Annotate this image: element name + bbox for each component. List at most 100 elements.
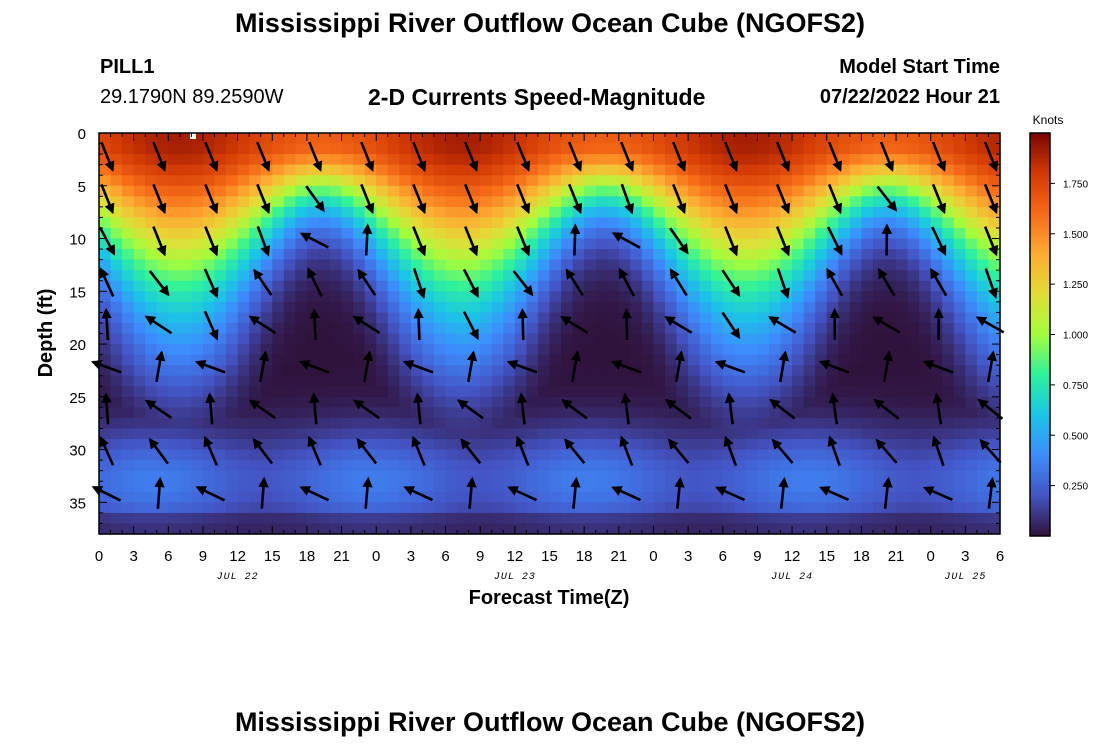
heat-cell [896,512,909,525]
heat-cell [503,217,516,229]
heat-cell [503,238,516,250]
heat-cell [110,439,123,451]
heat-cell [202,206,216,219]
heat-cell [780,301,793,313]
heat-cell [145,175,158,187]
heat-cell [537,249,551,261]
heat-cell [641,386,655,398]
heat-cell [249,512,262,525]
heat-cell [884,523,897,535]
heat-cell [861,460,874,472]
heat-cell [572,333,585,345]
heat-cell [433,502,447,514]
current-arrow [204,183,219,215]
heat-cell [537,407,551,419]
heat-cell [318,185,331,197]
heat-cell [249,333,262,345]
heat-cell [665,523,678,535]
heat-cell [237,238,250,250]
heat-cell [237,217,250,229]
heat-cell [641,449,655,461]
heat-cell [283,386,296,398]
heat-cell [249,354,262,366]
heat-cell [272,365,285,377]
heat-cell [410,460,424,472]
heat-cell [561,280,574,292]
heat-cell [838,280,851,292]
heat-cell [549,396,562,408]
heat-cell [665,185,678,197]
heat-cell [618,470,631,482]
heat-cell [480,322,493,335]
heat-cell [641,185,655,197]
heat-cell [133,333,146,345]
heat-cell [815,439,828,451]
heat-cell [422,481,435,493]
heat-cell [318,396,331,408]
heat-cell [387,238,400,250]
heat-cell [537,185,551,197]
heat-cell [722,322,735,335]
heat-cell [699,259,712,271]
heat-cell [503,407,516,419]
heat-cell [237,407,250,419]
heat-cell [907,512,920,525]
heat-cell [514,365,527,377]
heat-cell [838,164,851,176]
heat-cell [260,133,273,145]
heat-cell [722,280,735,292]
heat-cell [849,502,862,514]
heat-cell [572,270,585,282]
heat-cell [237,460,250,472]
heat-cell [387,375,400,387]
current-arrow [352,315,381,335]
heat-cell [722,196,735,208]
heat-cell [676,417,689,430]
heat-cell [815,333,828,345]
heat-cell [468,227,481,240]
heat-cell [318,301,331,313]
heat-cell [803,470,816,482]
heat-cell [965,333,978,345]
heat-cell [318,407,331,419]
heat-cell [849,227,862,240]
heat-cell [549,354,562,366]
heat-cell [549,481,562,493]
heat-cell [272,439,285,451]
heat-cell [734,217,747,229]
heat-cell [330,502,343,514]
heat-cell [907,386,920,398]
heat-cell [722,428,735,440]
heat-cell [861,164,874,176]
heat-cell [641,217,655,229]
heat-cell [433,512,447,525]
heat-cell [665,512,678,525]
heat-cell [815,249,828,261]
heat-cell [480,386,493,398]
heat-cell [272,238,285,250]
heat-cell [549,259,562,271]
heat-cell [295,280,308,292]
heat-cell [306,312,320,324]
heat-cell [676,259,689,271]
heat-cell [110,175,123,187]
current-arrow [515,141,531,172]
heat-cell [353,206,366,219]
heat-cell [237,386,250,398]
heat-cell [202,460,216,472]
heat-cell [815,417,828,430]
heat-cell [110,291,123,303]
heat-cell [745,386,759,398]
heat-cell [607,375,620,387]
heat-cell [341,523,354,535]
heat-cell [584,196,597,208]
heat-cell [561,259,574,271]
heat-cell [191,439,204,451]
heat-cell [780,238,793,250]
current-arrow [931,141,947,172]
heat-cell [376,344,389,356]
heat-cell [665,206,678,219]
heat-cell [503,333,516,345]
heat-cell [907,196,920,208]
heat-cell [976,512,990,525]
